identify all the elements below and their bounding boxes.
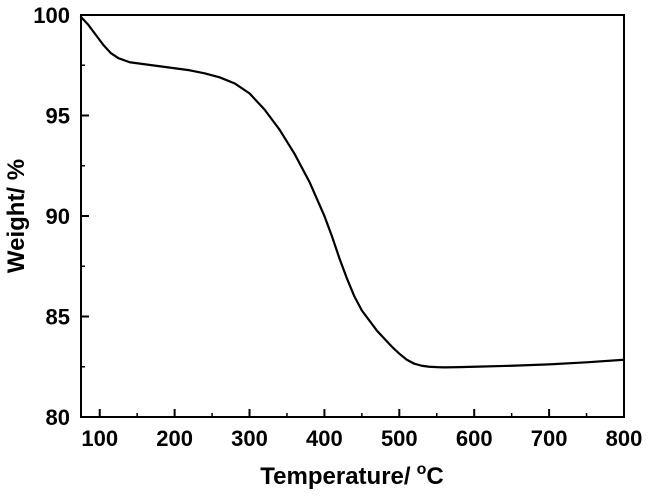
y-tick-label: 90 bbox=[46, 204, 70, 229]
y-tick-label: 100 bbox=[33, 3, 70, 28]
x-tick-label: 700 bbox=[531, 426, 568, 451]
y-tick-label: 80 bbox=[46, 405, 70, 430]
y-axis-title: Weight/ % bbox=[3, 159, 30, 273]
x-tick-label: 800 bbox=[606, 426, 643, 451]
ticks-layer bbox=[81, 14, 625, 418]
x-tick-label: 200 bbox=[156, 426, 193, 451]
x-tick-label: 500 bbox=[381, 426, 418, 451]
x-axis-title: Temperature/oC bbox=[260, 461, 443, 490]
x-tick-label: 400 bbox=[306, 426, 343, 451]
x-tick-label: 300 bbox=[231, 426, 268, 451]
x-tick-label: 100 bbox=[81, 426, 118, 451]
plot-frame bbox=[80, 14, 625, 418]
labels-layer: 100 200 300 400 500 600 700 800 80 85 90 95 100 bbox=[33, 3, 642, 451]
y-tick-label: 85 bbox=[46, 305, 70, 330]
x-tick-label: 600 bbox=[456, 426, 493, 451]
y-tick-label: 95 bbox=[46, 104, 70, 129]
weight-curve bbox=[79, 15, 626, 369]
